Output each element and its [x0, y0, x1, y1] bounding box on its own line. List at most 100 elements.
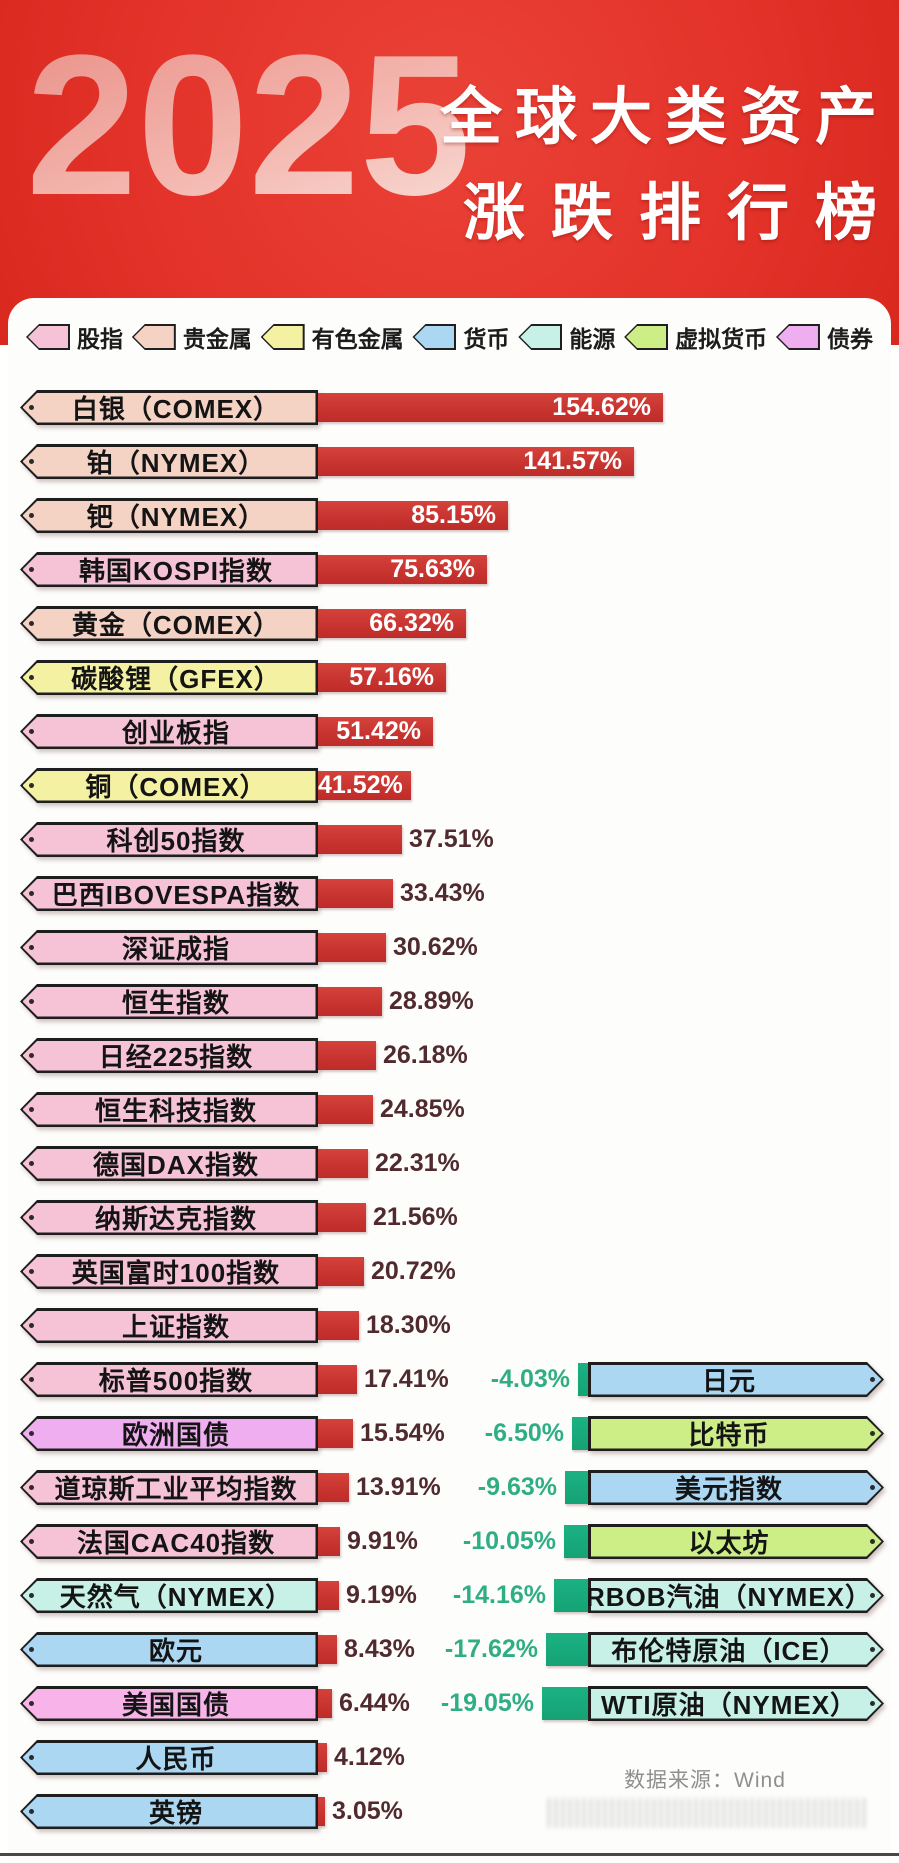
asset-name: 纳斯达克指数 — [94, 1204, 257, 1234]
gain-value: 51.42% — [336, 717, 421, 745]
gainer-row: 标普500指数 17.41% — [0, 1362, 899, 1397]
gain-value: 57.16% — [349, 663, 434, 691]
bottom-divider — [0, 1853, 899, 1856]
gainer-row: 深证成指 30.62% — [0, 930, 899, 965]
asset-name: 英镑 — [148, 1798, 203, 1828]
gain-value: 20.72% — [371, 1257, 456, 1285]
gain-value: 30.62% — [393, 933, 478, 961]
gain-bar — [318, 1797, 325, 1826]
asset-name: 英国富时100指数 — [71, 1258, 281, 1288]
gain-value: 154.62% — [552, 393, 651, 421]
asset-label-tag: 碳酸锂（GFEX） — [20, 660, 318, 695]
loss-bar — [554, 1579, 588, 1612]
gain-value: 13.91% — [356, 1473, 441, 1501]
loser-row: RBOB汽油（NYMEX） -14.16% — [0, 1578, 899, 1613]
gain-bar — [318, 609, 466, 638]
gainer-row: 韩国KOSPI指数 75.63% — [0, 552, 899, 587]
asset-label-tag: 以太坊 — [588, 1524, 884, 1559]
legend-label: 虚拟货币 — [675, 326, 768, 352]
loss-bar — [542, 1687, 588, 1720]
asset-name: 深证成指 — [121, 934, 230, 964]
asset-name: WTI原油（NYMEX） — [600, 1690, 858, 1720]
legend-label: 货币 — [463, 326, 510, 352]
asset-label-tag: 铜（COMEX） — [20, 768, 318, 803]
gain-value: 41.52% — [318, 771, 403, 799]
asset-name: 巴西IBOVESPA指数 — [51, 880, 301, 910]
gain-value: 21.56% — [373, 1203, 458, 1231]
asset-name: 德国DAX指数 — [93, 1150, 259, 1180]
tag-tip-dot-icon — [870, 1377, 875, 1382]
tag-tip-dot-icon — [29, 1107, 34, 1112]
tag-tip-dot-icon — [29, 1269, 34, 1274]
asset-name: 天然气（NYMEX） — [59, 1582, 293, 1612]
asset-label-tag: 英镑 — [20, 1794, 318, 1829]
gain-value: 17.41% — [364, 1365, 449, 1393]
gain-value: 33.43% — [400, 879, 485, 907]
loss-value: -10.05% — [462, 1527, 556, 1555]
gain-bar — [318, 1041, 376, 1070]
gain-bar — [318, 879, 393, 908]
tag-tip-dot-icon — [29, 1809, 34, 1814]
gain-bar — [318, 555, 487, 584]
asset-label-tag: 英国富时100指数 — [20, 1254, 318, 1289]
asset-label-tag: 纳斯达克指数 — [20, 1200, 318, 1235]
asset-name: RBOB汽油（NYMEX） — [586, 1582, 873, 1612]
asset-label-tag: 日经225指数 — [20, 1038, 318, 1073]
gain-bar — [318, 447, 634, 476]
legend-item: 货币 — [412, 320, 509, 354]
asset-name: 布伦特原油（ICE） — [611, 1636, 847, 1666]
legend-item: 债券 — [775, 320, 873, 354]
tag-tip-dot-icon — [29, 729, 34, 734]
tag-tip-dot-icon — [29, 567, 34, 572]
gain-bar — [318, 825, 402, 854]
page-title: 全球大类资产 涨跌排行榜 — [440, 70, 877, 262]
loser-row: 以太坊 -10.05% — [0, 1524, 899, 1559]
asset-name: 白银（COMEX） — [71, 394, 281, 424]
gain-bar — [318, 1257, 364, 1286]
tag-tip-dot-icon — [29, 459, 34, 464]
asset-label-tag: 比特币 — [588, 1416, 884, 1451]
gain-bar — [318, 393, 663, 422]
legend-item: 股指 — [26, 320, 123, 354]
legend-item: 虚拟货币 — [624, 320, 767, 354]
tag-tip-dot-icon — [29, 1215, 34, 1220]
gain-value: 4.12% — [334, 1743, 405, 1771]
asset-label-tag: 上证指数 — [20, 1308, 318, 1343]
gainer-row: 碳酸锂（GFEX） 57.16% — [0, 660, 899, 695]
asset-label-tag: 巴西IBOVESPA指数 — [20, 876, 318, 911]
gainer-row: 日经225指数 26.18% — [0, 1038, 899, 1073]
loss-value: -6.50% — [484, 1419, 564, 1447]
gain-bar — [318, 1095, 373, 1124]
gainer-row: 上证指数 18.30% — [0, 1308, 899, 1343]
gain-bar — [318, 1635, 337, 1664]
asset-label-tag: 日元 — [588, 1362, 884, 1397]
legend-swatch-arrow-icon — [131, 324, 176, 350]
legend-item: 贵金属 — [131, 320, 252, 354]
asset-name: 比特币 — [688, 1420, 770, 1450]
tag-tip-dot-icon — [870, 1701, 875, 1706]
page-header: 2025 全球大类资产 涨跌排行榜 — [0, 0, 899, 345]
gain-value: 26.18% — [383, 1041, 468, 1069]
asset-label-tag: 欧元 — [20, 1632, 318, 1667]
tag-tip-dot-icon — [29, 999, 34, 1004]
asset-label-tag: 黄金（COMEX） — [20, 606, 318, 641]
asset-name: 铂（NYMEX） — [86, 448, 266, 478]
legend: 股指 贵金属 有色金属 货币 能源 虚拟货币 债券 — [16, 312, 883, 362]
asset-label-tag: 天然气（NYMEX） — [20, 1578, 318, 1613]
asset-name: 上证指数 — [121, 1312, 230, 1342]
asset-label-tag: 人民币 — [20, 1740, 318, 1775]
tag-tip-dot-icon — [870, 1485, 875, 1490]
tag-tip-dot-icon — [29, 1053, 34, 1058]
asset-label-tag: 布伦特原油（ICE） — [588, 1632, 884, 1667]
tag-tip-dot-icon — [870, 1431, 875, 1436]
loss-bar — [578, 1363, 588, 1396]
asset-label-tag: RBOB汽油（NYMEX） — [586, 1578, 884, 1613]
asset-name: 欧洲国债 — [121, 1420, 230, 1450]
tag-tip-dot-icon — [29, 405, 34, 410]
asset-label-tag: 科创50指数 — [20, 822, 318, 857]
data-source-label: 数据来源：Wind — [624, 1769, 786, 1792]
tag-tip-dot-icon — [29, 891, 34, 896]
tag-tip-dot-icon — [29, 513, 34, 518]
asset-label-tag: 德国DAX指数 — [20, 1146, 318, 1181]
loss-value: -19.05% — [440, 1689, 534, 1717]
